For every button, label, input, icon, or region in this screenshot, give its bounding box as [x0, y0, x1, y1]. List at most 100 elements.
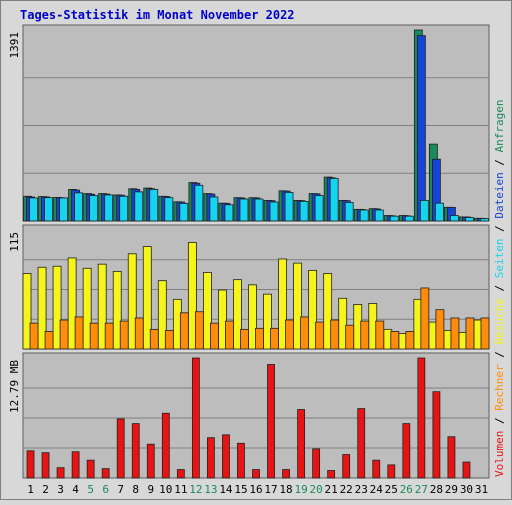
panel-2: 115 [8, 224, 490, 350]
bar-rechner-day-8 [134, 317, 144, 350]
bar-rechner-day-28 [435, 309, 445, 350]
bar-dateien-day-27 [416, 35, 426, 222]
bar-seiten-day-2 [44, 197, 53, 222]
bar-besuche-day-4 [67, 257, 77, 350]
bar-rechner-day-26 [405, 331, 415, 350]
legend-separator: / [493, 278, 506, 298]
bar-rechner-day-11 [179, 312, 189, 350]
day-label-11: 11 [174, 483, 187, 496]
bar-volumen-day-26 [402, 423, 411, 479]
bar-volumen-day-14 [222, 434, 230, 479]
bar-rechner-day-12 [194, 311, 204, 350]
bar-besuche-day-20 [308, 269, 318, 350]
bar-besuche-day-2 [37, 266, 47, 350]
day-label-13: 13 [204, 483, 217, 496]
day-label-29: 29 [445, 483, 458, 496]
bar-rechner-day-18 [285, 319, 294, 350]
bar-seiten-day-8 [134, 191, 144, 222]
bar-seiten-day-21 [329, 178, 339, 222]
bar-rechner-day-6 [104, 322, 114, 350]
bar-rechner-day-25 [390, 331, 400, 350]
bar-seiten-day-17 [269, 201, 279, 222]
bar-besuche-day-21 [323, 273, 333, 350]
bar-volumen-day-21 [327, 470, 336, 479]
legend-separator: / [493, 411, 506, 431]
bar-rechner-day-2 [44, 331, 54, 350]
bar-volumen-day-22 [342, 454, 351, 479]
bar-volumen-day-30 [462, 461, 471, 479]
day-label-21: 21 [325, 483, 338, 496]
bar-volumen-day-19 [297, 409, 306, 479]
bar-seiten-day-1 [29, 197, 38, 222]
bar-seiten-day-31 [480, 218, 489, 222]
bar-besuche-day-9 [142, 246, 152, 350]
day-label-9: 9 [147, 483, 154, 496]
legend-separator: / [493, 152, 506, 172]
bar-volumen-day-4 [71, 451, 80, 479]
legend-item-rechner: Rechner [493, 364, 506, 411]
bar-volumen-day-29 [447, 436, 456, 479]
bar-seiten-day-13 [209, 196, 219, 222]
bar-seiten-day-24 [374, 209, 384, 222]
bar-besuche-day-12 [187, 242, 197, 350]
bar-seiten-day-12 [194, 184, 204, 222]
panel-1-max-label: 1391 [8, 32, 21, 59]
day-label-14: 14 [219, 483, 233, 496]
bar-seiten-day-18 [284, 192, 294, 222]
bar-rechner-day-21 [330, 319, 340, 350]
bar-seiten-day-9 [149, 189, 159, 222]
day-label-6: 6 [102, 483, 109, 496]
bar-volumen-day-9 [146, 443, 155, 479]
bar-seiten-day-14 [224, 204, 234, 222]
bar-volumen-day-2 [41, 452, 50, 479]
bar-seiten-day-7 [119, 195, 129, 222]
bar-besuche-day-5 [82, 267, 92, 350]
bar-seiten-day-23 [359, 209, 369, 222]
bar-rechner-day-23 [360, 320, 370, 350]
bar-rechner-day-14 [225, 320, 234, 350]
bar-volumen-day-13 [206, 437, 215, 479]
day-label-10: 10 [159, 483, 172, 496]
day-label-25: 25 [385, 483, 398, 496]
bar-besuche-day-7 [112, 270, 122, 350]
bar-rechner-day-22 [345, 324, 355, 350]
day-label-24: 24 [370, 483, 384, 496]
day-label-19: 19 [294, 483, 307, 496]
bar-seiten-day-27 [419, 199, 429, 222]
bar-rechner-day-29 [450, 317, 460, 350]
bar-volumen-day-11 [176, 469, 185, 479]
day-label-26: 26 [400, 483, 413, 496]
bar-rechner-day-17 [270, 327, 279, 350]
bar-rechner-day-5 [89, 322, 99, 350]
bar-rechner-day-4 [74, 316, 84, 350]
panel-3: 12.79 MB [8, 352, 490, 479]
bar-seiten-day-28 [434, 202, 444, 222]
bar-rechner-day-9 [149, 328, 159, 350]
day-label-31: 31 [475, 483, 488, 496]
legend-item-seiten: Seiten [493, 239, 506, 279]
bar-volumen-day-7 [116, 418, 125, 479]
bar-seiten-day-3 [59, 197, 68, 222]
bar-seiten-day-5 [89, 195, 99, 222]
panel-2-max-label: 115 [8, 232, 21, 252]
day-label-22: 22 [340, 483, 353, 496]
bar-besuche-day-10 [157, 280, 167, 350]
day-label-23: 23 [355, 483, 368, 496]
bar-volumen-day-18 [282, 469, 290, 479]
legend-separator: / [493, 345, 506, 365]
bar-volumen-day-6 [101, 468, 110, 479]
day-label-30: 30 [460, 483, 473, 496]
bar-besuche-day-14 [218, 289, 227, 350]
day-label-15: 15 [234, 483, 247, 496]
bar-volumen-day-1 [26, 450, 35, 479]
bar-seiten-day-6 [104, 194, 114, 222]
bar-seiten-day-25 [389, 215, 399, 222]
panel-3-max-label: 12.79 MB [8, 360, 21, 413]
bar-seiten-day-20 [314, 195, 324, 222]
legend-item-anfragen: Anfragen [493, 99, 506, 152]
bar-rechner-day-15 [240, 328, 249, 350]
panel-background [22, 24, 490, 222]
bar-rechner-day-16 [255, 327, 264, 350]
bar-besuche-day-15 [233, 279, 242, 350]
bar-seiten-day-22 [344, 202, 354, 222]
